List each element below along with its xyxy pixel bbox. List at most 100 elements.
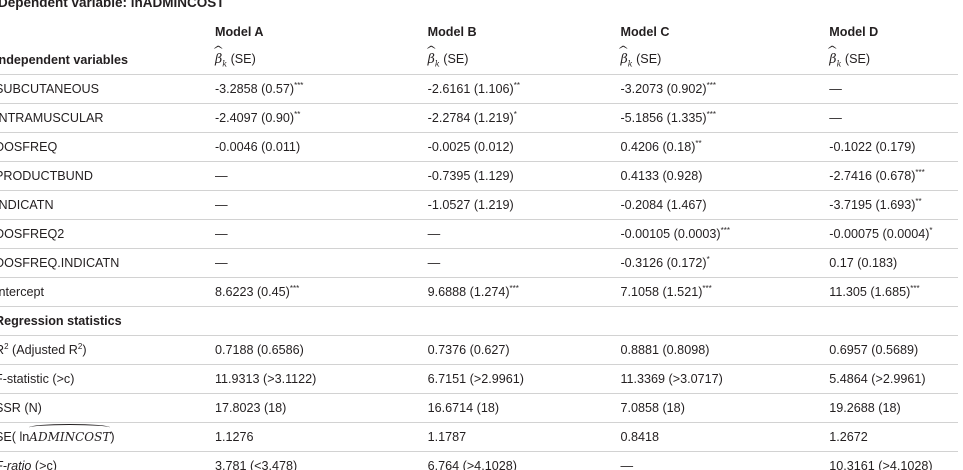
header-model-d: Model D	[829, 25, 879, 39]
table-row: INTRAMUSCULAR -2.4097 (0.90)** -2.2784 (1.…	[0, 103, 958, 133]
coef-cell: 9.6888 (1.274)***	[427, 277, 621, 307]
coef-cell: -2.2784 (1.219)*	[427, 103, 621, 133]
coef-cell: 0.4206 (0.18)**	[620, 132, 830, 162]
coef-cell: -0.0046 (0.011)	[214, 132, 428, 162]
stat-cell: 3.781 (<3.478)	[214, 451, 428, 470]
coef-cell: 11.305 (1.685)***	[829, 277, 958, 307]
coef-cell: -0.2084 (1.467)	[620, 190, 830, 220]
stat-cell: 0.6957 (0.5689)	[829, 335, 958, 365]
coef-cell: -1.0527 (1.219)	[427, 190, 621, 220]
coef-cell: -0.7395 (1.129)	[427, 161, 621, 191]
coef-cell: -0.3126 (0.172)*	[620, 248, 830, 278]
coef-header: ^ βk (SE)	[618, 45, 830, 75]
stat-cell: 16.6714 (18)	[427, 393, 621, 423]
regression-table: Model A Model B Model C Model D Independ…	[0, 18, 958, 470]
coef-cell: 7.1058 (1.521)***	[620, 277, 830, 307]
coefficient-rows: SUBCUTANEOUS -3.2858 (0.57)*** -2.6161 (1.…	[0, 74, 958, 307]
significance-stars: ***	[706, 110, 716, 119]
header-model-a: Model A	[214, 25, 264, 39]
table-row: DOSFREQ.INDICATN — — -0.3126 (0.172)* 0.17 (…	[0, 248, 958, 278]
table-caption: Dependent variable: lnADMINCOST	[0, 0, 225, 10]
variable-label: PRODUCTBUND	[0, 161, 215, 191]
significance-stars: ***	[289, 284, 300, 293]
coef-cell: —	[214, 161, 428, 191]
stat-cell: 0.8418	[620, 422, 830, 452]
stat-cell: 11.3369 (>3.0717)	[620, 364, 830, 394]
variable-label: INDICATN	[0, 190, 215, 220]
stat-cell: 6.7151 (>2.9961)	[427, 364, 621, 394]
model-header-row: Model A Model B Model C Model D	[0, 18, 958, 46]
stat-cell: —	[620, 451, 830, 470]
coef-cell: -2.4097 (0.90)**	[214, 103, 428, 133]
coef-header: ^ βk (SE)	[212, 45, 428, 75]
coef-cell: —	[829, 74, 958, 104]
coef-cell: -3.2858 (0.57)***	[214, 74, 428, 104]
significance-stars: ***	[509, 284, 519, 293]
significance-stars: **	[695, 139, 702, 148]
table-row: INDICATN — -1.0527 (1.219) -0.2084 (1.467) -…	[0, 190, 958, 220]
stat-label: F-ratio (>c)	[0, 451, 215, 470]
stat-label: SSR (N)	[0, 393, 215, 423]
stat-cell: 0.7376 (0.627)	[427, 335, 621, 365]
section-regression-row: Regression statistics	[0, 306, 958, 336]
section-regression-label: Regression statistics	[0, 306, 215, 336]
coef-cell: 0.4133 (0.928)	[620, 161, 830, 191]
stat-label: SE( lnADMINCOST)	[0, 422, 215, 452]
section-independent-label: Independent variables	[0, 46, 215, 75]
table-row: SUBCUTANEOUS -3.2858 (0.57)*** -2.6161 (1.…	[0, 74, 958, 104]
coef-cell: -0.0025 (0.012)	[427, 132, 621, 162]
coef-cell: -5.1856 (1.335)***	[620, 103, 830, 133]
stat-cell: 11.9313 (>3.1122)	[214, 364, 428, 394]
significance-stars: **	[294, 110, 301, 119]
stat-cell: 1.1276	[214, 422, 428, 452]
stat-row-se: SE( lnADMINCOST) 1.1276 1.1787 0.8418 1.…	[0, 422, 958, 452]
stat-cell: 17.8023 (18)	[214, 393, 428, 423]
stat-row-f: F-statistic (>c) 11.9313 (>3.1122) 6.715…	[0, 364, 958, 394]
variable-label: DOSFREQ2	[0, 219, 215, 249]
stat-label: F-statistic (>c)	[0, 364, 215, 394]
significance-stars: ***	[720, 226, 730, 235]
stat-row-fratio: F-ratio (>c) 3.781 (<3.478) 6.764 (>4.10…	[0, 451, 958, 470]
header-blank	[0, 18, 215, 46]
coef-cell: —	[427, 219, 621, 249]
stat-cell: 5.4864 (>2.9961)	[829, 364, 958, 394]
significance-stars: ***	[915, 168, 925, 177]
variable-label: DOSFREQ	[0, 132, 215, 162]
coef-header: ^ βk (SE)	[425, 45, 621, 75]
significance-stars: **	[915, 197, 922, 206]
stat-cell: 1.1787	[427, 422, 621, 452]
coef-cell: -3.7195 (1.693)**	[829, 190, 958, 220]
coef-cell: —	[427, 248, 621, 278]
coef-cell: 8.6223 (0.45)***	[214, 277, 428, 307]
header-model-c: Model C	[620, 25, 670, 39]
significance-stars: ***	[294, 81, 304, 90]
coef-cell: -3.2073 (0.902)***	[620, 74, 830, 104]
table-row: PRODUCTBUND — -0.7395 (1.129) 0.4133 (0.928…	[0, 161, 958, 191]
stat-cell: 1.2672	[829, 422, 958, 452]
section-independent-row: Independent variables ^ βk (SE) ^ βk (SE) …	[0, 45, 958, 75]
coef-cell: —	[214, 219, 428, 249]
significance-stars: *	[706, 255, 710, 264]
coef-cell: -0.1022 (0.179)	[829, 132, 958, 162]
coef-cell: -0.00105 (0.0003)***	[620, 219, 830, 249]
significance-stars: **	[513, 81, 520, 90]
header-model-b: Model B	[427, 25, 477, 39]
significance-stars: ***	[910, 284, 920, 293]
table-row: DOSFREQ -0.0046 (0.011) -0.0025 (0.012) 0.4…	[0, 132, 958, 162]
coef-header: ^ βk (SE)	[827, 45, 958, 75]
stat-cell: 7.0858 (18)	[620, 393, 830, 423]
variable-label: INTRAMUSCULAR	[0, 103, 215, 133]
variable-label: SUBCUTANEOUS	[0, 74, 215, 104]
stat-cell: 10.3161 (>4.1028)	[829, 451, 958, 470]
stat-cell: 6.764 (>4.1028)	[427, 451, 621, 470]
stat-cell: 0.7188 (0.6586)	[214, 335, 428, 365]
coef-cell: -2.6161 (1.106)**	[427, 74, 621, 104]
coef-cell: 0.17 (0.183)	[829, 248, 958, 278]
coef-cell: -2.7416 (0.678)***	[829, 161, 958, 191]
significance-stars: ***	[702, 284, 712, 293]
stat-cell: 19.2688 (18)	[829, 393, 958, 423]
stat-label: R2 (Adjusted R2)	[0, 335, 215, 365]
coef-cell: —	[829, 103, 958, 133]
table-row: DOSFREQ2— — -0.00105 (0.0003)*** -0.00075 (…	[0, 219, 958, 249]
